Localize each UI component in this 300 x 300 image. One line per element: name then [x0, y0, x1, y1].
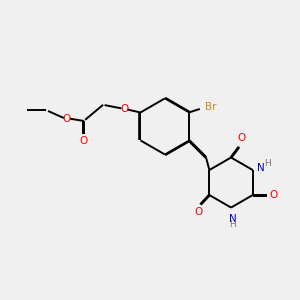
- Text: O: O: [194, 207, 202, 218]
- Text: O: O: [270, 190, 278, 200]
- Text: O: O: [80, 136, 88, 146]
- Text: H: H: [229, 220, 236, 229]
- Text: N: N: [257, 163, 265, 173]
- Text: H: H: [264, 159, 271, 168]
- Text: Br: Br: [205, 102, 217, 112]
- Text: O: O: [63, 114, 71, 124]
- Text: O: O: [120, 104, 128, 114]
- Text: O: O: [237, 134, 245, 143]
- Text: N: N: [229, 214, 236, 224]
